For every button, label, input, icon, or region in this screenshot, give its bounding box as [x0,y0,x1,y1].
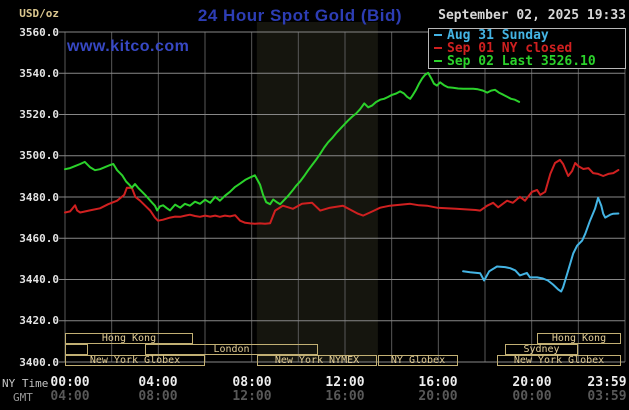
legend-dash-icon [434,60,442,62]
series-line-aug-31-sunday [462,196,620,293]
x-tick-label-ny: 12:00 [325,375,365,390]
legend: Aug 31 Sunday Sep 01 NY closed Sep 02 Last… [428,28,626,69]
x-tick-label-gmt: 16:00 [325,389,365,404]
y-tick-label: 3520.0 [19,108,59,121]
series-line-sep-02 [64,71,521,212]
x-tick-label-gmt: 20:00 [418,389,458,404]
x-tick-label-ny: 20:00 [512,375,552,390]
y-tick-label: 3440.0 [19,273,59,286]
session-box-new-york-nymex: New York NYMEX [257,355,377,366]
y-tick-label: 3420.0 [19,314,59,328]
kitco-watermark-link[interactable]: www.kitco.com [67,38,190,55]
page-title: 24 Hour Spot Gold (Bid) [197,6,403,25]
session-box-ny-globex: NY Globex [378,355,458,366]
legend-dash-icon [434,34,442,36]
legend-label: Sep 02 Last 3526.10 [447,54,596,69]
timestamp: September 02, 2025 19:33 [438,8,626,23]
y-tick-label: 3460.0 [19,231,59,245]
ny-time-axis-label: NY Time [2,377,49,390]
session-box-hong-kong: Hong Kong [537,333,621,344]
session-box-hong-kong: Hong Kong [65,333,193,344]
x-tick-label-ny: 04:00 [138,375,178,390]
legend-item: Sep 01 NY closed [429,42,625,55]
legend-item: Aug 31 Sunday [429,29,625,42]
x-tick-label-ny: 16:00 [418,375,458,390]
y-axis-units-label: USD/oz [19,7,59,20]
x-tick-label-gmt: 04:00 [50,389,90,404]
gmt-axis-label: GMT [13,391,33,404]
x-tick-label-gmt: 03:59 [587,389,627,404]
legend-dash-icon [434,47,442,49]
session-box-new-york-globex: New York Globex [497,355,621,366]
y-tick-label: 3540.0 [19,66,59,80]
legend-label: Aug 31 Sunday [447,28,549,43]
session-box-new-york-globex: New York Globex [65,355,205,366]
legend-item: Sep 02 Last 3526.10 [429,55,625,68]
x-tick-label-ny: 23:59 [587,375,627,390]
y-tick-label: 3560.0 [19,25,59,39]
y-tick-label: 3400.0 [19,355,59,369]
y-tick-label: 3480.0 [19,190,59,204]
x-tick-label-ny: 08:00 [232,375,272,390]
x-tick-label-gmt: 12:00 [232,389,272,404]
y-tick-label: 3500.0 [19,149,59,163]
session-box-london: London [145,344,318,355]
x-tick-label-gmt: 00:00 [512,389,552,404]
x-tick-label-gmt: 08:00 [138,389,178,404]
x-tick-label-ny: 00:00 [50,375,90,390]
legend-label: Sep 01 NY closed [447,41,573,56]
session-box-sydney: Sydney [505,344,578,355]
nymex-session-band [256,22,378,362]
series-line-sep-01-ny-closed [64,158,620,225]
session-box-empty [65,344,88,355]
